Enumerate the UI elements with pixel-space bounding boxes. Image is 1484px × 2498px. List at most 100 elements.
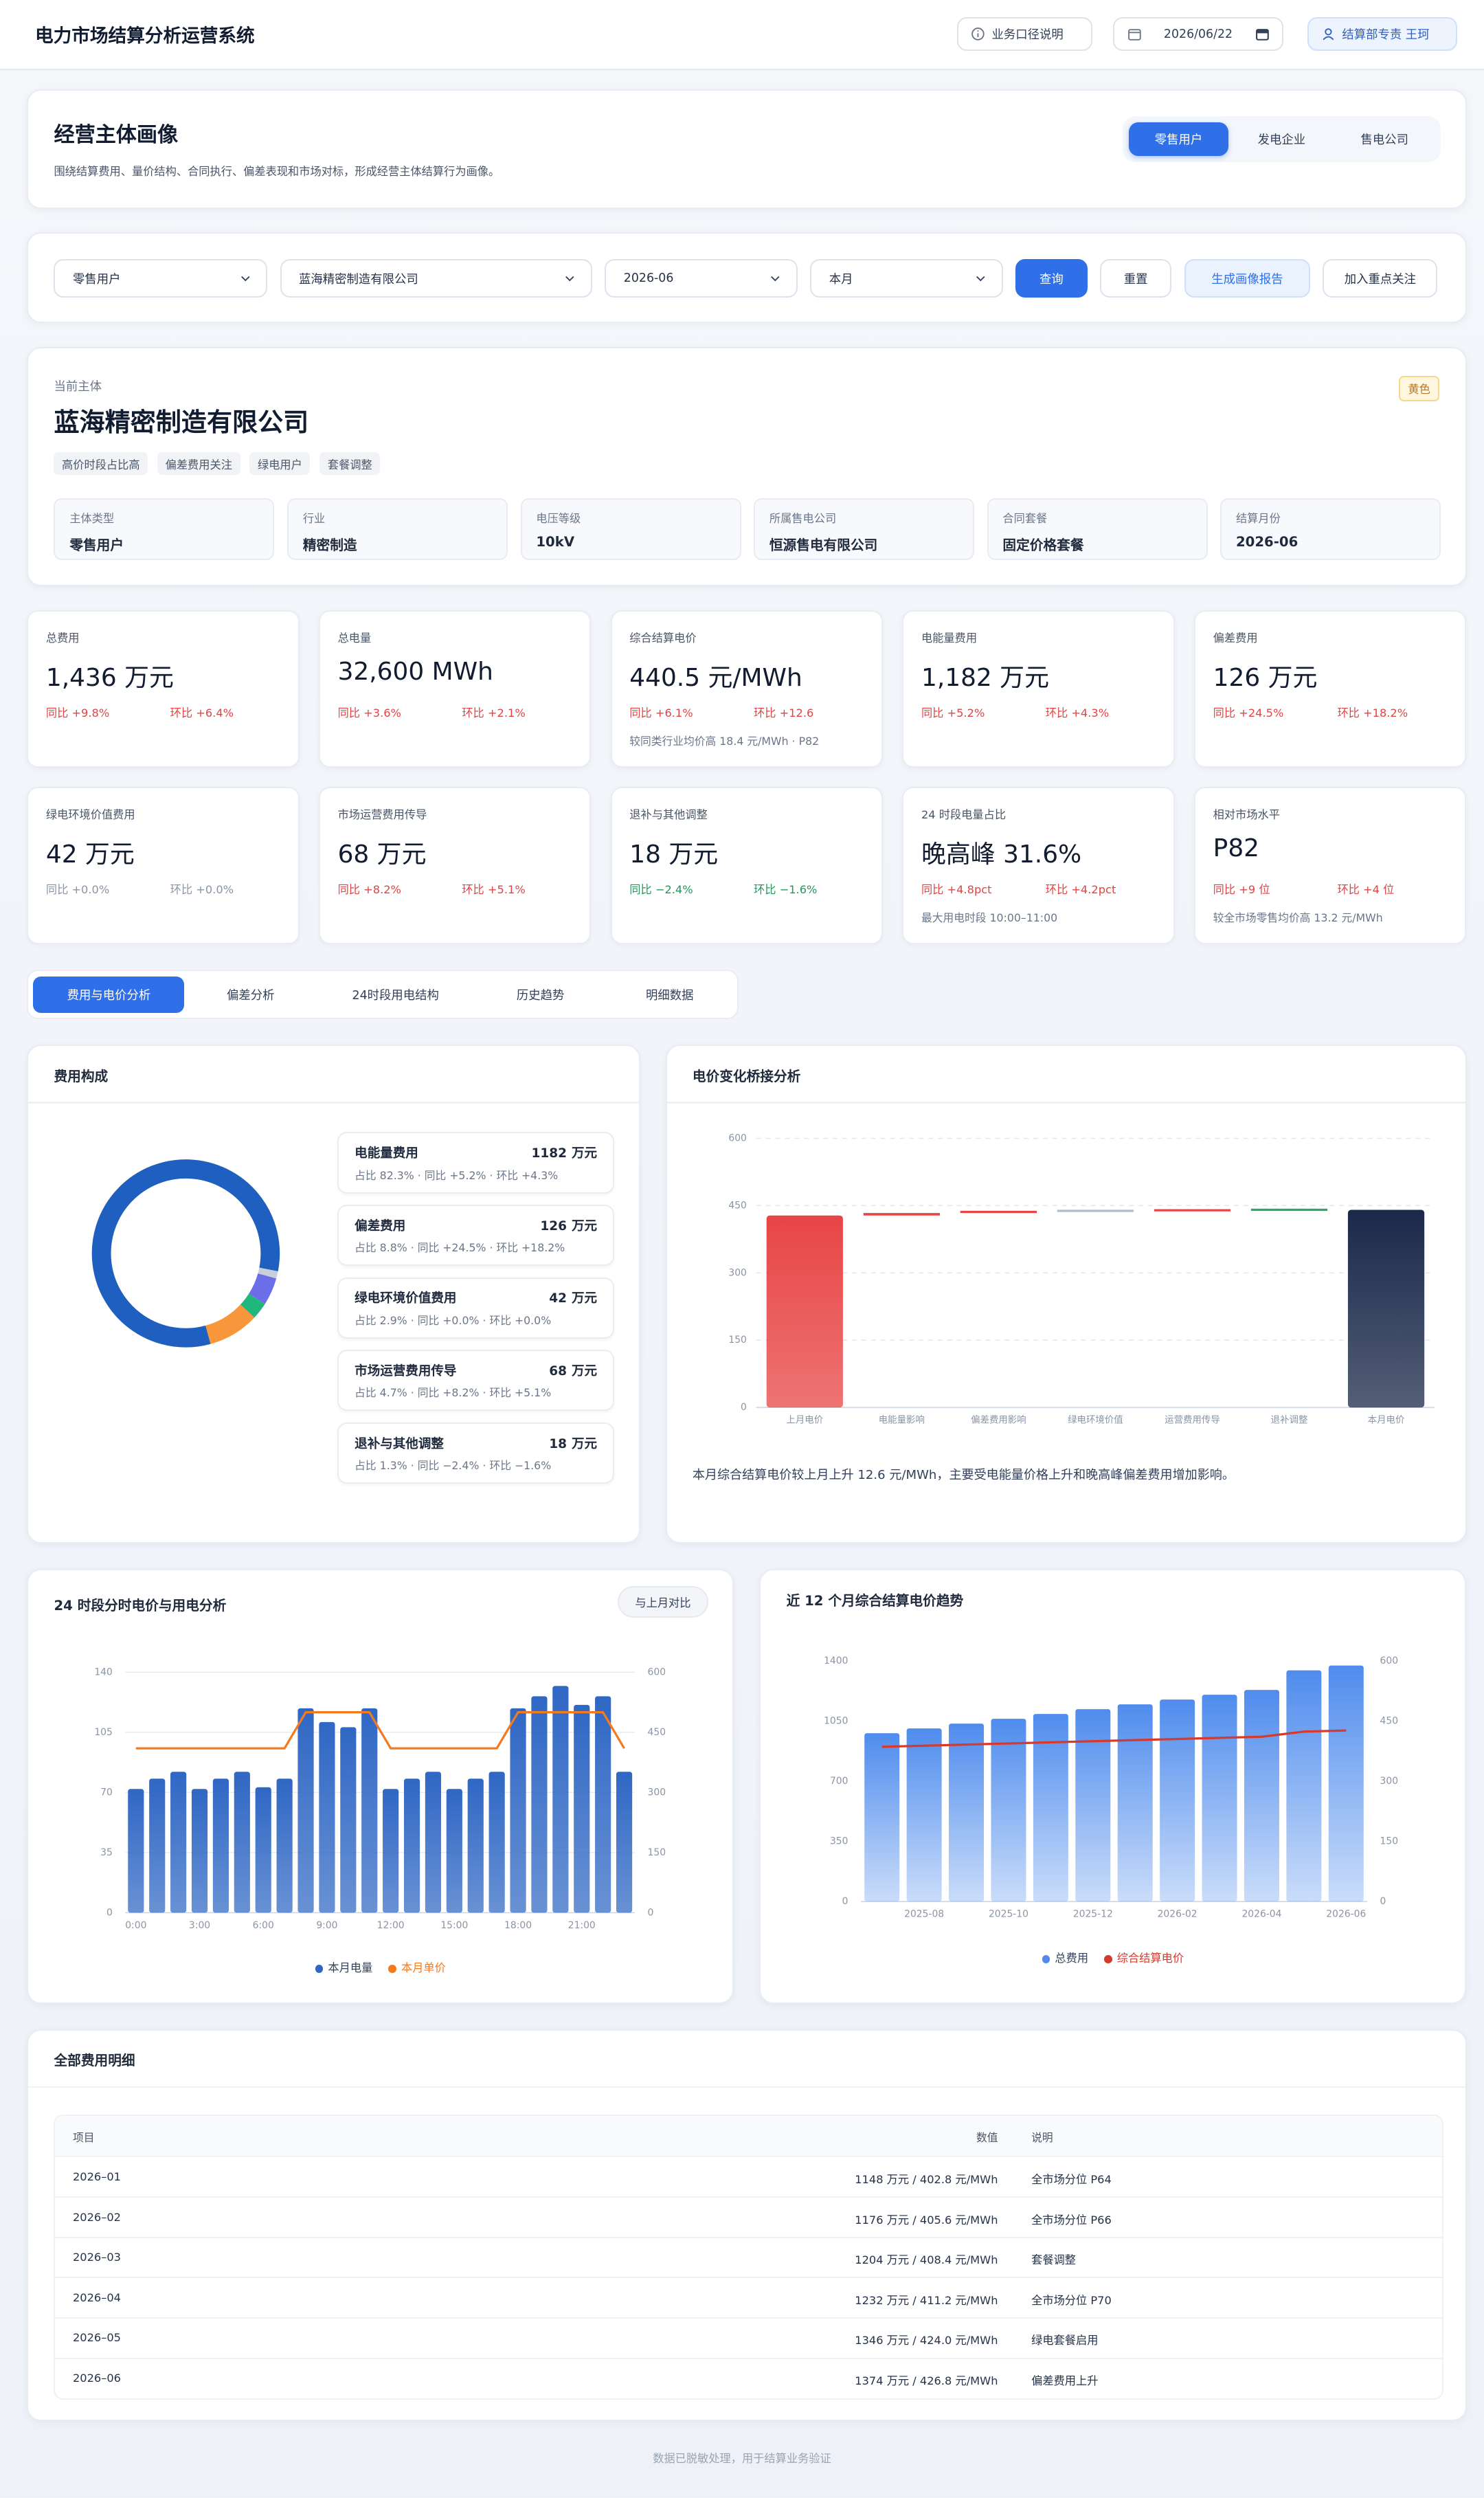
table-cell: 全市场分位 P70 xyxy=(1031,2293,1112,2307)
cost-item-amount: 1182 万元 xyxy=(531,1143,597,1161)
panel-title: 全部费用明细 xyxy=(54,2053,135,2069)
kpi-value: 68 万元 xyxy=(337,840,427,869)
analysis-tab[interactable]: 明细数据 xyxy=(645,988,694,1003)
y-tick-label: 0 xyxy=(106,1907,113,1918)
entity-type-tab[interactable]: 发电企业 xyxy=(1257,133,1306,147)
donut-segment xyxy=(258,1267,279,1279)
compare-button[interactable]: 与上月对比 xyxy=(617,1586,708,1618)
bar xyxy=(991,1718,1026,1902)
kpi-label: 市场运营费用传导 xyxy=(337,808,427,822)
kpi-card: 24 时段电量占比 晚高峰 31.6% 同比 +4.8pct 环比 +4.2pct 最大… xyxy=(902,786,1175,945)
bar xyxy=(595,1696,611,1913)
legend-swatch xyxy=(315,1965,324,1973)
x-tick-label: 15:00 xyxy=(441,1920,469,1931)
button[interactable]: 生成画像报告 xyxy=(1184,259,1310,298)
cost-item-unit: 万元 xyxy=(572,1218,598,1234)
analysis-tab[interactable]: 偏差分析 xyxy=(227,988,275,1003)
table-row: 2026–01 1148 万元 / 402.8 元/MWh 全市场分位 P64 xyxy=(55,2156,1443,2197)
table-cell: 1232 万元 / 411.2 元/MWh xyxy=(855,2293,998,2307)
bar xyxy=(340,1727,357,1913)
button[interactable]: 加入重点关注 xyxy=(1323,259,1438,298)
legend-swatch xyxy=(1104,1955,1112,1963)
date-input[interactable]: 2026/06/22 xyxy=(1113,17,1283,52)
select[interactable]: 零售用户 xyxy=(54,259,268,298)
bridge-chart: 0 150 300 450 600 上月电价 电能量影响 偏差费用影响 绿电环境价值 运营费用传导… xyxy=(728,1133,1435,1426)
table-cell: 2026–04 xyxy=(72,2290,121,2304)
kpi-yoy: 同比 +5.2% xyxy=(921,706,985,720)
kpi-mom: 环比 −1.6% xyxy=(754,883,818,897)
y-tick-label: 0 xyxy=(842,1896,848,1907)
select[interactable]: 蓝海精密制造有限公司 xyxy=(280,259,592,298)
bar xyxy=(170,1772,187,1913)
y2-tick-label: 300 xyxy=(648,1787,666,1798)
table-cell: 2026–05 xyxy=(72,2331,121,2345)
select[interactable]: 本月 xyxy=(810,259,1003,298)
table-cell: 全市场分位 P64 xyxy=(1031,2172,1112,2186)
button[interactable]: 查询 xyxy=(1015,259,1088,298)
top-bar: 电力市场结算分析运营系统 业务口径说明 2026/06/22 结算部专责 王珂 xyxy=(0,0,1484,70)
cost-item-detail: 占比 82.3% · 同比 +5.2% · 环比 +4.3% xyxy=(355,1168,559,1182)
profile-title: 经营主体画像 xyxy=(54,123,179,148)
divider xyxy=(28,1102,639,1104)
bridge-bar xyxy=(766,1216,843,1408)
entity-type-tabs: 零售用户 发电企业 售电公司 xyxy=(1122,115,1441,163)
table-cell: 1176 万元 / 405.6 元/MWh xyxy=(855,2213,998,2227)
y2-tick-label: 600 xyxy=(648,1666,666,1677)
cost-item-head: 市场运营费用传导 68 万元 xyxy=(355,1361,597,1379)
profile-subtitle: 围绕结算费用、量价结构、合同执行、偏差表现和市场对标，形成经营主体结算行为画像。 xyxy=(54,165,500,179)
kpi-card: 相对市场水平 P82 同比 +9 位 环比 +4 位较全市场零售均价高 13.2 元/… xyxy=(1194,786,1467,945)
kpi-card: 绿电环境价值费用 42 万元 同比 +0.0% 环比 +0.0% xyxy=(27,786,300,945)
x-tick-label: 本月电价 xyxy=(1367,1415,1404,1426)
field-label: 结算月份 xyxy=(1235,511,1281,525)
analysis-tab[interactable]: 费用与电价分析 xyxy=(33,976,185,1013)
cost-item-name: 电能量费用 xyxy=(355,1146,418,1161)
cost-item: 退补与其他调整 18 万元 占比 1.3% · 同比 −2.4% · 环比 −1.6% xyxy=(337,1422,615,1484)
donut-segment xyxy=(249,1273,277,1304)
cost-item-name: 市场运营费用传导 xyxy=(355,1364,457,1379)
table-cell: 1204 万元 / 408.4 元/MWh xyxy=(855,2253,998,2267)
entity-type-tab[interactable]: 售电公司 xyxy=(1360,133,1408,147)
legend-swatch xyxy=(1042,1955,1050,1963)
analysis-tab[interactable]: 历史趋势 xyxy=(516,988,565,1003)
bar xyxy=(128,1789,144,1913)
cost-panel: 费用构成 电能量费用 1182 万元 占比 82.3% · 同比 +5.2% · 环比… xyxy=(27,1045,640,1543)
kpi-card: 偏差费用 126 万元 同比 +24.5% 环比 +18.2% xyxy=(1194,610,1467,768)
donut-segment xyxy=(205,1304,255,1344)
table-row: 2026–02 1176 万元 / 405.6 元/MWh 全市场分位 P66 xyxy=(55,2196,1443,2238)
info-field: 行业 精密制造 xyxy=(286,498,508,561)
cost-item-amount: 42 万元 xyxy=(549,1288,597,1306)
kpi-yoy: 同比 −2.4% xyxy=(629,883,693,897)
panel-title: 近 12 个月综合结算电价趋势 xyxy=(786,1592,964,1609)
x-tick-label: 偏差费用影响 xyxy=(971,1415,1026,1426)
cost-item-name: 绿电环境价值费用 xyxy=(355,1291,457,1306)
entity-type-tab[interactable]: 零售用户 xyxy=(1128,122,1229,156)
user-button[interactable]: 结算部专责 王珂 xyxy=(1307,17,1457,52)
kpi-label: 综合结算电价 xyxy=(629,632,697,645)
cost-item-head: 偏差费用 126 万元 xyxy=(355,1216,597,1234)
select[interactable]: 2026-06 xyxy=(605,259,798,298)
legend-item: 本月电量 xyxy=(315,1959,372,1975)
kpi-value: 晚高峰 31.6% xyxy=(921,840,1082,869)
legend-swatch xyxy=(388,1965,397,1973)
chevron xyxy=(976,276,985,282)
kpi-card: 总电量 32,600 MWh 同比 +3.6% 环比 +2.1% xyxy=(319,610,592,768)
cost-item-amount: 18 万元 xyxy=(549,1434,597,1452)
filter-row: 零售用户 蓝海精密制造有限公司 2026-06 本月 查询 重置 生成画像报告 加入重点关注 xyxy=(54,259,1438,298)
y2-tick-label: 150 xyxy=(648,1847,666,1858)
cost-item-detail: 占比 2.9% · 同比 +0.0% · 环比 +0.0% xyxy=(355,1313,552,1327)
kpi-value: 1,436 万元 xyxy=(45,663,174,692)
info-field: 合同套餐 固定价格套餐 xyxy=(987,498,1208,561)
kpi-mom: 环比 +5.1% xyxy=(462,883,526,897)
help-button[interactable]: 业务口径说明 xyxy=(956,17,1092,52)
kpi-card: 退补与其他调整 18 万元 同比 −2.4% 环比 −1.6% xyxy=(610,786,884,945)
field-value: 精密制造 xyxy=(302,537,357,553)
cost-item-value: 18 xyxy=(549,1436,567,1451)
table-row: 2026–03 1204 万元 / 408.4 元/MWh 套餐调整 xyxy=(55,2236,1443,2278)
button[interactable]: 重置 xyxy=(1100,259,1172,298)
legend: 本月电量 本月单价 xyxy=(28,1959,732,1975)
y2-tick-label: 150 xyxy=(1380,1836,1399,1847)
field-value: 零售用户 xyxy=(69,537,124,553)
analysis-tab[interactable]: 24时段用电结构 xyxy=(352,988,439,1003)
y2-tick-label: 0 xyxy=(648,1907,654,1918)
cost-item-value: 42 xyxy=(549,1291,567,1306)
